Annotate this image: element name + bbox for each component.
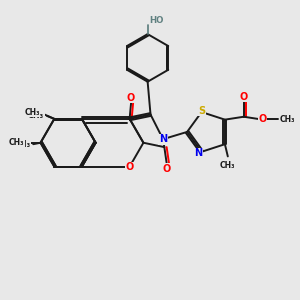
Text: O: O [125,162,134,172]
Text: CH₃: CH₃ [280,115,295,124]
Text: CH₃: CH₃ [9,138,25,147]
Text: S: S [198,106,205,116]
Text: O: O [240,92,248,102]
Text: CH₃: CH₃ [14,140,30,149]
Text: CH₃: CH₃ [24,108,40,117]
Text: O: O [258,114,266,124]
Text: CH₃: CH₃ [28,111,44,120]
Text: N: N [159,134,167,144]
Text: O: O [127,93,135,103]
Text: N: N [194,148,202,158]
Text: O: O [163,164,171,174]
Text: CH₃: CH₃ [220,161,236,170]
Text: HO: HO [149,16,164,25]
